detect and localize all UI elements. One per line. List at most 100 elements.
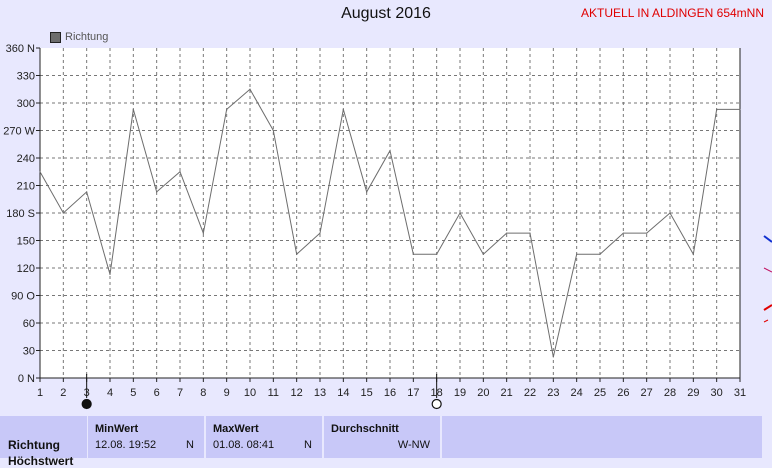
legend-swatch	[50, 31, 61, 43]
data-point	[132, 108, 134, 111]
y-tick-label: 300	[17, 98, 35, 110]
data-point	[202, 232, 204, 234]
x-tick-label: 8	[200, 387, 206, 399]
y-tick-label: 120	[17, 263, 35, 275]
data-point	[109, 273, 111, 276]
series	[39, 88, 741, 358]
x-tick-label: 1	[37, 387, 43, 399]
data-point	[622, 232, 624, 234]
data-point	[529, 232, 531, 234]
data-point	[412, 253, 414, 255]
y-tick-label: 30	[23, 346, 35, 358]
x-tick-label: 21	[501, 387, 513, 399]
x-tick-label: 5	[130, 387, 136, 399]
min-title: MinWert	[95, 423, 139, 435]
y-tick-label: 60	[23, 318, 35, 330]
y-tick-label: 0 N	[18, 373, 35, 385]
data-point	[482, 253, 484, 255]
y-tick-label: 90 O	[11, 291, 35, 303]
stats-row-label: Richtung	[8, 438, 60, 452]
data-point	[156, 191, 158, 193]
data-point	[39, 171, 41, 173]
x-tick-label: 7	[177, 387, 183, 399]
data-point	[86, 191, 88, 193]
x-tick-label: 19	[454, 387, 466, 399]
x-tick-label: 12	[291, 387, 303, 399]
data-point	[319, 232, 321, 234]
x-tick-label: 16	[384, 387, 396, 399]
y-tick-label: 210	[17, 181, 35, 193]
chart-title: August 2016	[341, 5, 431, 22]
x-tick-label: 22	[524, 387, 536, 399]
legend: Richtung	[50, 31, 108, 43]
x-tick-label: 11	[268, 387, 279, 399]
data-point	[669, 212, 671, 214]
data-point	[62, 212, 64, 214]
y-tick-label: 150	[17, 236, 35, 248]
axes	[36, 47, 741, 382]
y-tick-label: 360 N	[6, 43, 35, 55]
max-value-cell: MaxWert 01.08. 08:41 N	[206, 416, 322, 458]
x-tick-label: 25	[594, 387, 606, 399]
data-point	[459, 212, 461, 214]
data-point	[506, 232, 508, 234]
stats-bar: Richtung Höchstwert MinWert 12.08. 19:52…	[0, 414, 772, 468]
min-value-cell: MinWert 12.08. 19:52 N	[88, 416, 204, 458]
data-point	[179, 171, 181, 173]
full-moon-icon	[431, 398, 442, 410]
legend-label: Richtung	[65, 31, 109, 43]
x-tick-label: 20	[477, 387, 489, 399]
data-point	[272, 129, 274, 132]
max-unit: N	[304, 439, 312, 451]
x-tick-label: 26	[617, 387, 629, 399]
stats-row-label-cell: Richtung Höchstwert	[0, 416, 87, 468]
min-value: 12.08. 19:52	[95, 439, 157, 451]
data-point	[436, 253, 438, 255]
grid	[40, 48, 740, 378]
x-tick-label: 30	[711, 387, 723, 399]
x-tick-label: 10	[244, 387, 256, 399]
y-tick-label: 330	[17, 71, 35, 83]
x-tick-label: 6	[154, 387, 160, 399]
moon-markers	[81, 374, 442, 410]
x-tick-label: 28	[664, 387, 676, 399]
x-tick-label: 29	[687, 387, 699, 399]
data-point	[716, 108, 718, 111]
x-tick-label: 24	[571, 387, 583, 399]
x-tick-label: 4	[107, 387, 113, 399]
data-point	[342, 108, 344, 111]
data-point	[599, 253, 601, 255]
data-point	[226, 108, 228, 111]
data-point	[646, 232, 648, 234]
x-tick-label: 13	[314, 387, 326, 399]
new-moon-icon	[81, 398, 92, 410]
data-point	[389, 150, 391, 152]
x-tick-label: 17	[407, 387, 419, 399]
empty-cell	[442, 416, 762, 458]
data-point	[366, 191, 368, 193]
x-tick-label: 15	[361, 387, 373, 399]
avg-value-cell: Durchschnitt W-NW	[324, 416, 440, 458]
x-tick-label: 31	[734, 387, 746, 399]
data-point	[739, 108, 741, 111]
data-point	[249, 88, 251, 90]
avg-value: W-NW	[397, 439, 430, 451]
stats-row-label-2: Höchstwert	[8, 454, 74, 468]
x-tick-label: 14	[337, 387, 349, 399]
x-tick-label: 9	[224, 387, 230, 399]
x-tick-label: 27	[641, 387, 653, 399]
x-tick-label: 2	[60, 387, 66, 399]
side-widget-fragments	[763, 235, 772, 323]
min-unit: N	[186, 439, 194, 451]
y-tick-label: 180 S	[6, 208, 35, 220]
data-point	[576, 253, 578, 255]
data-point	[296, 253, 298, 255]
max-title: MaxWert	[213, 423, 259, 435]
site-label[interactable]: AKTUELL IN ALDINGEN 654mNN	[581, 6, 764, 20]
data-point	[692, 253, 694, 255]
x-tick-label: 23	[547, 387, 559, 399]
avg-title: Durchschnitt	[331, 423, 399, 435]
y-tick-label: 270 W	[3, 126, 35, 138]
